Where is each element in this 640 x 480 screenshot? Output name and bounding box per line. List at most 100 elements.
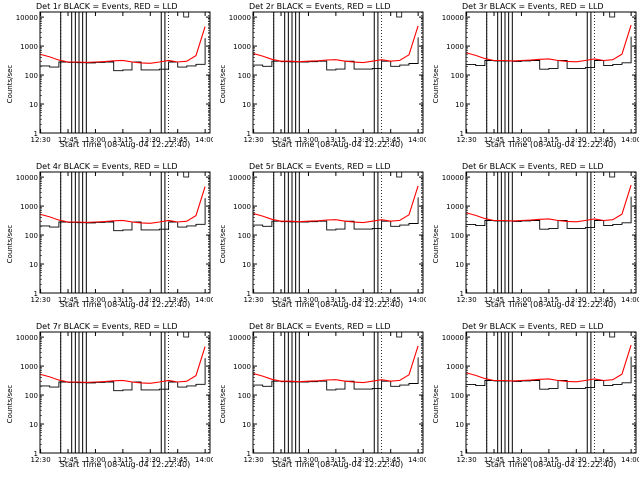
x-tick-label: 12:30 — [457, 296, 477, 304]
x-tick-label: 13:45 — [594, 296, 614, 304]
panel-title: Det 6r BLACK = Events, RED = LLD — [462, 162, 604, 171]
marker-box — [609, 11, 616, 18]
x-tick-label: 12:45 — [58, 136, 78, 144]
x-tick-label: 12:45 — [484, 296, 504, 304]
x-tick-label: 13:45 — [168, 296, 188, 304]
y-tick-label: 1 — [247, 450, 251, 458]
marker-box — [396, 171, 403, 178]
y-tick-label: 1 — [34, 450, 38, 458]
plot-frame — [39, 11, 211, 134]
y-tick-label: 1000 — [233, 203, 251, 211]
y-tick-label: 100 — [25, 72, 38, 80]
x-tick-label: 13:00 — [85, 296, 105, 304]
x-tick-label: 12:30 — [457, 136, 477, 144]
x-tick-label: 13:45 — [594, 456, 614, 464]
det-4r-chart: 1 10 100 1000 10000 12:30 12:45 13:00 13:15 13:30… — [16, 171, 213, 304]
x-tick-label: 12:45 — [58, 296, 78, 304]
x-axis-label: Start Time (08-Aug-04 12:22:40) — [59, 460, 191, 469]
plot-frame — [39, 171, 211, 294]
x-tick-label: 13:00 — [511, 456, 531, 464]
x-tick-label: 12:45 — [484, 456, 504, 464]
y-tick-label: 10 — [29, 101, 38, 109]
y-tick-label: 10 — [455, 261, 464, 269]
y-axis-label: Counts/sec — [6, 224, 14, 264]
x-tick-label: 13:15 — [539, 296, 559, 304]
x-tick-label: 13:30 — [140, 456, 160, 464]
y-tick-label: 1000 — [233, 363, 251, 371]
lld-series-line — [253, 345, 419, 384]
panel-title: Det 3r BLACK = Events, RED = LLD — [462, 2, 604, 11]
x-tick-label: 13:30 — [140, 296, 160, 304]
lld-series-line — [253, 185, 419, 224]
y-axis-label: Counts/sec — [219, 384, 227, 424]
x-tick-label: 14:00 — [621, 296, 639, 304]
x-tick-label: 13:15 — [539, 136, 559, 144]
x-axis-label: Start Time (08-Aug-04 12:22:40) — [485, 460, 617, 469]
x-tick-label: 12:45 — [271, 456, 291, 464]
y-tick-label: 10 — [242, 421, 251, 429]
y-tick-label: 1000 — [20, 43, 38, 51]
lld-series-line — [40, 26, 206, 64]
y-tick-label: 1000 — [446, 363, 464, 371]
x-tick-label: 12:30 — [31, 296, 51, 304]
x-tick-label: 13:00 — [85, 136, 105, 144]
det-7r-chart: 1 10 100 1000 10000 12:30 12:45 13:00 13:15 13:30… — [16, 331, 213, 464]
events-series-line — [253, 197, 419, 231]
det-1r-chart: 1 10 100 1000 10000 12:30 12:45 13:00 13:15 13:30… — [16, 11, 213, 144]
marker-box — [396, 331, 403, 338]
events-series-line — [40, 198, 206, 232]
x-axis-label: Start Time (08-Aug-04 12:22:40) — [59, 140, 191, 149]
det-9r-chart: 1 10 100 1000 10000 12:30 12:45 13:00 13:15 13:30… — [442, 331, 639, 464]
y-axis-label: Counts/sec — [6, 384, 14, 424]
x-tick-label: 14:00 — [408, 136, 426, 144]
y-tick-label: 10000 — [229, 174, 251, 182]
x-tick-label: 13:30 — [353, 136, 373, 144]
y-axis-label: Counts/sec — [6, 64, 14, 104]
y-tick-label: 100 — [451, 72, 464, 80]
y-axis-label: Counts/sec — [219, 224, 227, 264]
x-tick-label: 13:45 — [168, 136, 188, 144]
marker-box — [609, 331, 616, 338]
y-axis-label: Counts/sec — [219, 64, 227, 104]
lld-series-line — [466, 344, 632, 383]
x-tick-label: 13:00 — [85, 456, 105, 464]
y-tick-label: 10 — [29, 261, 38, 269]
plot-frame — [465, 331, 637, 454]
y-tick-label: 100 — [451, 392, 464, 400]
det-8r-chart: 1 10 100 1000 10000 12:30 12:45 13:00 13:15 13:30… — [229, 331, 426, 464]
y-axis-label: Counts/sec — [432, 384, 440, 424]
x-tick-label: 14:00 — [195, 296, 213, 304]
det-6r-chart: 1 10 100 1000 10000 12:30 12:45 13:00 13:15 13:30… — [442, 171, 639, 304]
x-tick-label: 12:45 — [484, 136, 504, 144]
y-tick-label: 1000 — [446, 43, 464, 51]
panel-title: Det 1r BLACK = Events, RED = LLD — [36, 2, 178, 11]
events-series-line — [466, 356, 632, 390]
y-tick-label: 100 — [25, 232, 38, 240]
det-3r-chart: 1 10 100 1000 10000 12:30 12:45 13:00 13:15 13:30… — [442, 11, 639, 144]
x-tick-label: 13:30 — [566, 296, 586, 304]
panel-title: Det 2r BLACK = Events, RED = LLD — [249, 2, 391, 11]
x-tick-label: 13:00 — [511, 136, 531, 144]
x-tick-label: 13:15 — [539, 456, 559, 464]
y-tick-label: 1 — [34, 130, 38, 138]
y-tick-label: 100 — [451, 232, 464, 240]
x-axis-label: Start Time (08-Aug-04 12:22:40) — [485, 140, 617, 149]
x-tick-label: 13:30 — [353, 296, 373, 304]
x-tick-label: 13:15 — [113, 456, 133, 464]
x-tick-label: 12:45 — [271, 136, 291, 144]
x-tick-label: 13:45 — [381, 296, 401, 304]
x-tick-label: 14:00 — [195, 136, 213, 144]
x-tick-label: 12:30 — [31, 456, 51, 464]
plot-frame — [465, 171, 637, 294]
x-tick-label: 13:45 — [594, 136, 614, 144]
y-tick-label: 1000 — [20, 203, 38, 211]
x-tick-label: 14:00 — [195, 456, 213, 464]
x-tick-label: 12:30 — [244, 136, 264, 144]
y-tick-label: 10000 — [16, 334, 38, 342]
x-tick-label: 12:45 — [271, 296, 291, 304]
x-tick-label: 13:45 — [381, 456, 401, 464]
y-tick-label: 10 — [455, 421, 464, 429]
x-axis-label: Start Time (08-Aug-04 12:22:40) — [272, 460, 404, 469]
marker-box — [183, 11, 190, 18]
y-tick-label: 1 — [34, 290, 38, 298]
